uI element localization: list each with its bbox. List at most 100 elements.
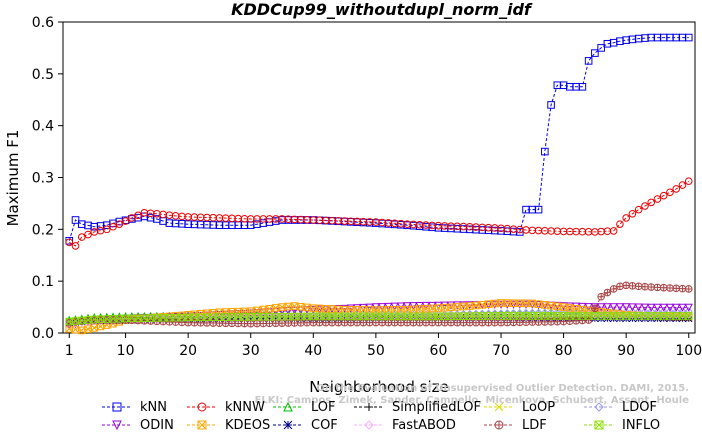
data-point: [672, 185, 681, 193]
data-point: [410, 319, 417, 326]
chart-title: KDDCup99_withoutdupl_norm_idf: [231, 0, 533, 19]
y-axis: 0.0 0.1 0.2 0.3 0.4 0.5 0.6: [32, 15, 63, 342]
data-point: [685, 285, 693, 293]
data-point: [653, 303, 662, 313]
data-point: [112, 420, 122, 431]
legend-label: FastABOD: [392, 418, 456, 433]
data-point: [347, 315, 355, 323]
y-tick-label: 0.3: [32, 171, 54, 187]
data-point: [422, 319, 430, 326]
data-point: [684, 33, 693, 42]
data-point: [121, 217, 130, 225]
data-point: [65, 238, 74, 247]
data-point: [328, 319, 336, 326]
x-tick-label: 30: [242, 343, 260, 359]
data-point: [278, 319, 286, 327]
data-point: [77, 233, 86, 241]
x-tick-label: 50: [367, 343, 385, 359]
data-point: [628, 209, 637, 218]
data-point: [503, 319, 511, 326]
data-point: [234, 315, 242, 323]
data-point: [353, 314, 361, 323]
legend-label: kNNW: [225, 400, 265, 415]
data-point: [353, 319, 361, 326]
data-point: [534, 301, 543, 310]
data-point: [271, 304, 280, 312]
data-point: [278, 315, 286, 323]
legend-item-fastabod: FastABOD: [354, 418, 456, 433]
data-point: [360, 319, 367, 326]
x-tick-label: 1: [65, 343, 74, 359]
data-point: [247, 315, 255, 323]
data-point: [284, 302, 293, 311]
data-point: [597, 303, 606, 312]
data-point: [391, 319, 398, 326]
data-point: [622, 214, 630, 222]
data-point: [516, 319, 524, 326]
data-point: [366, 319, 373, 326]
data-point: [594, 420, 604, 430]
data-point: [265, 304, 274, 313]
data-point: [604, 289, 611, 296]
data-point: [665, 303, 675, 313]
data-point: [309, 319, 317, 326]
legend-item-knnw: kNNW: [187, 400, 265, 415]
data-point: [90, 324, 99, 332]
data-point: [259, 320, 267, 327]
plot-area: [62, 21, 696, 334]
data-point: [416, 319, 423, 326]
data-point: [222, 319, 229, 327]
data-point: [659, 307, 668, 316]
data-point: [272, 315, 280, 323]
data-point: [659, 303, 668, 313]
legend-label: ODIN: [140, 418, 174, 433]
data-point: [77, 326, 86, 335]
data-point: [465, 302, 474, 310]
data-point: [266, 320, 273, 327]
data-point: [615, 303, 625, 312]
legend-label: kNN: [140, 400, 167, 415]
data-point: [365, 303, 374, 312]
data-point: [635, 283, 642, 290]
data-point: [253, 315, 261, 323]
data-point: [284, 307, 293, 316]
legend-item-cof: COF: [273, 418, 338, 433]
data-point: [541, 318, 549, 326]
data-point: [653, 307, 662, 316]
data-point: [403, 319, 411, 326]
legend-label: LOF: [311, 400, 336, 415]
data-point: [610, 285, 617, 293]
data-point: [654, 284, 661, 291]
data-point: [647, 283, 655, 291]
series-line: [69, 180, 689, 247]
data-point: [365, 314, 374, 323]
data-point: [672, 285, 680, 292]
data-point: [284, 319, 292, 327]
legend-label: COF: [311, 418, 338, 433]
data-point: [428, 319, 436, 326]
x-tick-label: 60: [430, 343, 448, 359]
data-point: [347, 319, 355, 326]
legend-item-inflo: INFLO: [584, 418, 660, 433]
data-point: [629, 282, 636, 290]
y-tick-label: 0.5: [32, 67, 54, 83]
data-point: [478, 301, 487, 309]
data-point: [359, 314, 368, 323]
data-point: [109, 222, 117, 231]
y-tick-label: 0.0: [32, 326, 54, 342]
data-point: [684, 177, 693, 185]
data-point: [103, 225, 111, 234]
data-point: [484, 300, 493, 310]
data-point: [622, 282, 630, 289]
data-point: [494, 402, 504, 412]
data-point: [341, 319, 348, 326]
data-point: [679, 285, 686, 292]
data-point: [684, 303, 693, 313]
data-point: [647, 198, 655, 207]
data-point: [228, 320, 236, 327]
data-point: [634, 205, 643, 214]
data-point: [290, 306, 299, 316]
data-point: [291, 319, 298, 327]
data-point: [372, 314, 380, 323]
